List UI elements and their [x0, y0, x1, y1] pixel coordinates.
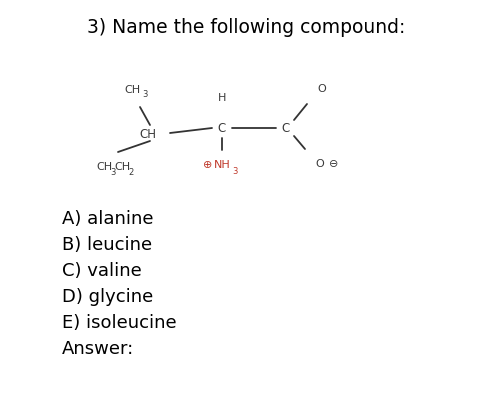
Text: CH: CH: [96, 162, 112, 172]
Text: E) isoleucine: E) isoleucine: [62, 314, 177, 332]
Text: ⊖: ⊖: [329, 159, 338, 169]
Text: NH: NH: [214, 160, 231, 170]
Text: A) alanine: A) alanine: [62, 210, 154, 228]
Text: O: O: [317, 84, 326, 94]
Text: 3) Name the following compound:: 3) Name the following compound:: [87, 18, 405, 37]
Text: C: C: [218, 121, 226, 135]
Text: 3: 3: [142, 90, 148, 99]
Text: H: H: [218, 93, 226, 103]
Text: C: C: [282, 121, 290, 135]
Text: O: O: [315, 159, 324, 169]
Text: B) leucine: B) leucine: [62, 236, 152, 254]
Text: 3: 3: [232, 167, 237, 176]
Text: C) valine: C) valine: [62, 262, 142, 280]
Text: CH: CH: [139, 127, 156, 141]
Text: 2: 2: [128, 168, 133, 177]
Text: Answer:: Answer:: [62, 340, 134, 358]
Text: CH: CH: [114, 162, 130, 172]
Text: ⊕: ⊕: [203, 160, 212, 170]
Text: D) glycine: D) glycine: [62, 288, 153, 306]
Text: CH: CH: [124, 85, 140, 95]
Text: 3: 3: [110, 168, 116, 177]
